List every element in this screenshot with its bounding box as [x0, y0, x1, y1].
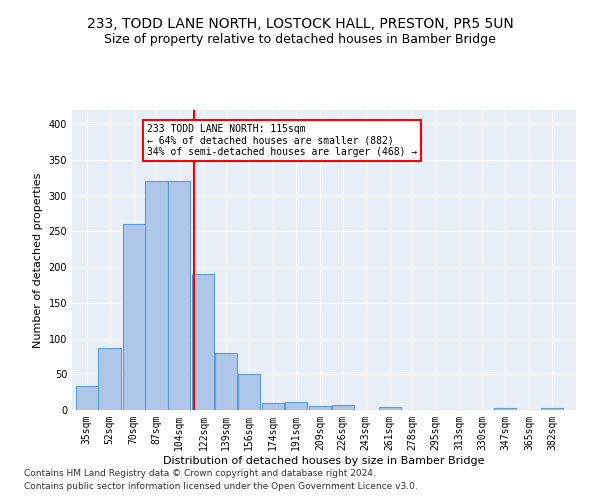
X-axis label: Distribution of detached houses by size in Bamber Bridge: Distribution of detached houses by size …	[163, 456, 485, 466]
Text: 233 TODD LANE NORTH: 115sqm
← 64% of detached houses are smaller (882)
34% of se: 233 TODD LANE NORTH: 115sqm ← 64% of det…	[147, 124, 418, 158]
Text: Contains public sector information licensed under the Open Government Licence v3: Contains public sector information licen…	[24, 482, 418, 491]
Bar	[122, 224, 145, 410]
Bar	[238, 374, 260, 410]
Text: Contains HM Land Registry data © Crown copyright and database right 2024.: Contains HM Land Registry data © Crown c…	[24, 468, 376, 477]
Bar	[494, 408, 516, 410]
Text: Size of property relative to detached houses in Bamber Bridge: Size of property relative to detached ho…	[104, 32, 496, 46]
Bar	[215, 353, 237, 410]
Bar	[193, 274, 214, 410]
Y-axis label: Number of detached properties: Number of detached properties	[33, 172, 43, 348]
Text: 233, TODD LANE NORTH, LOSTOCK HALL, PRESTON, PR5 5UN: 233, TODD LANE NORTH, LOSTOCK HALL, PRES…	[86, 18, 514, 32]
Bar	[285, 402, 307, 410]
Bar	[309, 406, 331, 410]
Bar	[541, 408, 563, 410]
Bar	[168, 182, 190, 410]
Bar	[145, 182, 167, 410]
Bar	[332, 405, 354, 410]
Bar	[379, 407, 401, 410]
Bar	[262, 403, 284, 410]
Bar	[76, 386, 98, 410]
Bar	[98, 348, 121, 410]
